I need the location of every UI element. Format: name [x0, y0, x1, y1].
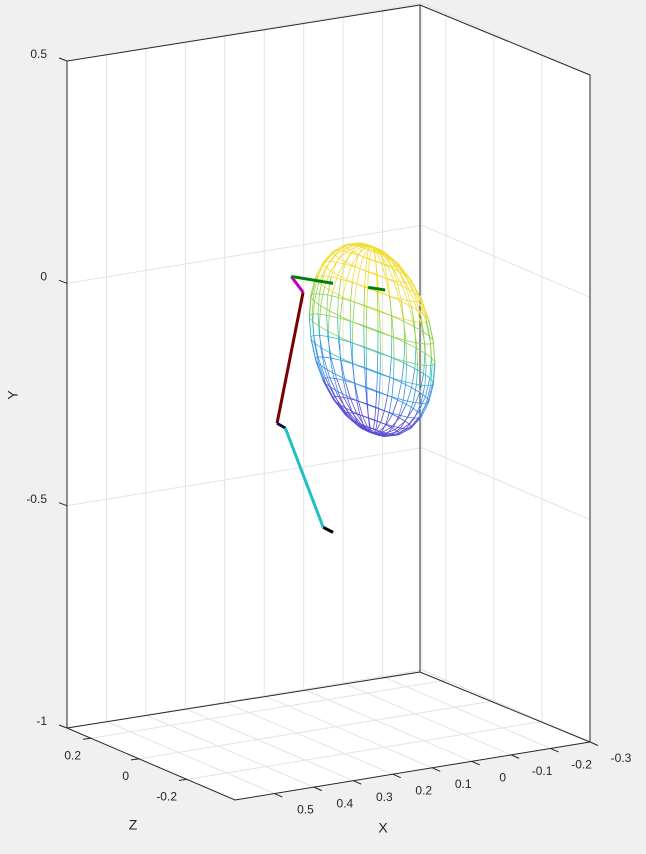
- surface-mesh: [369, 427, 373, 434]
- tick-mark: [510, 754, 520, 759]
- tick-mark: [58, 502, 68, 507]
- axes-box: [66, 671, 591, 743]
- x-tick-label: 0.1: [455, 777, 472, 791]
- x-axis-label: X: [378, 820, 388, 836]
- x-tick-label: 0.4: [337, 796, 354, 810]
- grid-line: [342, 682, 512, 756]
- axes-background: [67, 5, 590, 800]
- z-tick-label: -0.2: [156, 790, 177, 804]
- grid-line: [106, 721, 275, 795]
- line-segment: [275, 291, 305, 424]
- x-tick-label: 0.3: [376, 790, 393, 804]
- tick-mark: [178, 778, 188, 781]
- line-segment: [283, 427, 325, 528]
- tick-mark: [392, 773, 401, 779]
- line-segment: [276, 421, 287, 430]
- z-tick-label: 0.2: [64, 748, 81, 762]
- grid-line: [421, 447, 591, 521]
- tick-mark: [58, 279, 68, 284]
- tick-mark: [550, 747, 559, 753]
- line-segment: [367, 285, 386, 292]
- tick-mark: [589, 741, 599, 746]
- line-segment: [291, 274, 334, 285]
- grid-line: [382, 675, 551, 749]
- y-tick-label: 0: [40, 270, 47, 284]
- x-tick-label: -0.2: [571, 758, 592, 772]
- x-tick-label: -0.3: [611, 751, 632, 765]
- surface-mesh: [366, 426, 373, 434]
- grid-line: [186, 720, 543, 780]
- tick-mark: [432, 767, 441, 772]
- x-tick-label: 0.2: [415, 783, 432, 797]
- line-segment: [322, 525, 334, 534]
- x-tick-label: -0.1: [532, 764, 553, 778]
- z-tick-label: 0: [122, 769, 129, 783]
- line-segment: [290, 275, 305, 294]
- tick-mark: [58, 724, 68, 729]
- grid-line: [66, 447, 423, 507]
- z-axis-label: Z: [129, 817, 138, 833]
- grid-line: [224, 701, 393, 775]
- grid-line: [185, 708, 354, 782]
- grid-line: [264, 695, 433, 769]
- y-tick-label: -1: [36, 714, 47, 728]
- tick-mark: [313, 786, 323, 792]
- tick-mark: [130, 758, 140, 761]
- grid-line: [145, 714, 315, 788]
- tick-mark: [471, 760, 480, 766]
- grid-line: [66, 224, 423, 284]
- x-tick-label: 0.5: [297, 803, 314, 817]
- surface-mesh: [371, 428, 374, 434]
- tick-mark: [353, 780, 362, 785]
- grid-line: [421, 224, 591, 298]
- y-tick-label: -0.5: [26, 492, 47, 506]
- y-axis-label: Y: [5, 390, 21, 400]
- surface-mesh: [371, 432, 375, 435]
- grid-line: [138, 700, 495, 760]
- tick-mark: [58, 57, 68, 62]
- x-tick-label: 0: [499, 771, 506, 785]
- tick-mark: [274, 793, 283, 798]
- grid-line: [303, 688, 472, 762]
- grid-line: [90, 679, 447, 739]
- tick-mark: [82, 737, 92, 740]
- y-tick-label: 0.5: [30, 47, 47, 61]
